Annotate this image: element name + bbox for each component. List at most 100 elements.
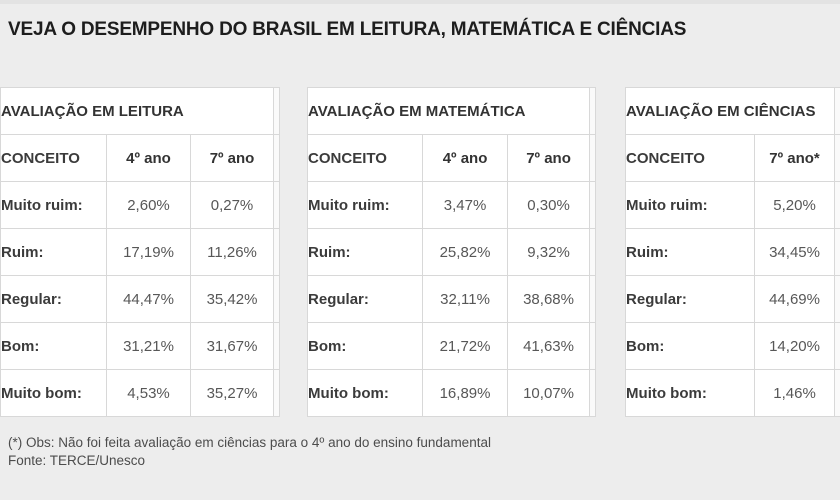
value-cell: 41,63% xyxy=(507,322,591,370)
spacer-cell xyxy=(273,134,281,182)
spacer-cell xyxy=(273,275,281,323)
concept-cell: Bom: xyxy=(307,322,424,370)
value-cell: 31,21% xyxy=(106,322,191,370)
value-cell: 17,19% xyxy=(106,228,191,276)
value-cell: 14,20% xyxy=(754,322,836,370)
table-title-matematica: AVALIAÇÃO EM MATEMÁTICA xyxy=(307,87,591,135)
spacer-cell xyxy=(589,369,597,417)
value-cell: 0,30% xyxy=(507,181,591,229)
table-row: Muito bom: 16,89% 10,07% xyxy=(307,369,597,417)
page-title: VEJA O DESEMPENHO DO BRASIL EM LEITURA, … xyxy=(8,19,687,40)
value-cell: 31,67% xyxy=(189,322,275,370)
spacer-cell xyxy=(834,369,840,417)
column-header-conceito: CONCEITO xyxy=(625,134,756,182)
concept-cell: Regular: xyxy=(307,275,424,323)
concept-cell: Muito bom: xyxy=(0,369,107,417)
value-cell: 3,47% xyxy=(422,181,509,229)
concept-cell: Bom: xyxy=(0,322,107,370)
spacer-cell xyxy=(589,87,597,135)
concept-cell: Muito ruim: xyxy=(307,181,424,229)
value-cell: 11,26% xyxy=(189,228,275,276)
value-cell: 4,53% xyxy=(106,369,191,417)
concept-cell: Muito ruim: xyxy=(0,181,107,229)
table-row: Bom: 21,72% 41,63% xyxy=(307,322,597,370)
concept-cell: Muito bom: xyxy=(307,369,424,417)
spacer-cell xyxy=(834,87,840,135)
concept-cell: Regular: xyxy=(625,275,756,323)
column-header-conceito: CONCEITO xyxy=(0,134,107,182)
table-row: Muito bom: 1,46% xyxy=(625,369,840,417)
column-header-7ano: 7º ano* xyxy=(754,134,836,182)
table-row: Regular: 44,47% 35,42% xyxy=(0,275,281,323)
table-title-leitura: AVALIAÇÃO EM LEITURA xyxy=(0,87,275,135)
value-cell: 0,27% xyxy=(189,181,275,229)
table-header-row: CONCEITO 7º ano* xyxy=(625,134,840,182)
value-cell: 5,20% xyxy=(754,181,836,229)
column-header-4ano: 4º ano xyxy=(422,134,509,182)
footnote: (*) Obs: Não foi feita avaliação em ciên… xyxy=(8,434,840,470)
spacer-cell xyxy=(273,181,281,229)
table-row: Regular: 44,69% xyxy=(625,275,840,323)
table-row: Muito bom: 4,53% 35,27% xyxy=(0,369,281,417)
spacer-cell xyxy=(834,275,840,323)
table-row: Muito ruim: 2,60% 0,27% xyxy=(0,181,281,229)
spacer-cell xyxy=(589,322,597,370)
spacer-cell xyxy=(834,228,840,276)
footnote-obs: (*) Obs: Não foi feita avaliação em ciên… xyxy=(8,435,491,450)
table-title-row: AVALIAÇÃO EM MATEMÁTICA xyxy=(307,87,597,135)
concept-cell: Ruim: xyxy=(307,228,424,276)
table-row: Muito ruim: 3,47% 0,30% xyxy=(307,181,597,229)
spacer-cell xyxy=(834,181,840,229)
value-cell: 1,46% xyxy=(754,369,836,417)
value-cell: 25,82% xyxy=(422,228,509,276)
value-cell: 9,32% xyxy=(507,228,591,276)
table-row: Ruim: 25,82% 9,32% xyxy=(307,228,597,276)
table-row: Muito ruim: 5,20% xyxy=(625,181,840,229)
footnote-source: Fonte: TERCE/Unesco xyxy=(8,453,146,468)
spacer-cell xyxy=(273,228,281,276)
value-cell: 16,89% xyxy=(422,369,509,417)
column-header-4ano: 4º ano xyxy=(106,134,191,182)
value-cell: 2,60% xyxy=(106,181,191,229)
table-row: Bom: 14,20% xyxy=(625,322,840,370)
spacer-cell xyxy=(589,181,597,229)
table-ciencias: AVALIAÇÃO EM CIÊNCIAS CONCEITO 7º ano* M… xyxy=(625,87,840,417)
tables-row: AVALIAÇÃO EM LEITURA CONCEITO 4º ano 7º … xyxy=(0,87,840,417)
spacer-cell xyxy=(589,275,597,323)
spacer-cell xyxy=(589,228,597,276)
value-cell: 35,42% xyxy=(189,275,275,323)
concept-cell: Ruim: xyxy=(625,228,756,276)
value-cell: 35,27% xyxy=(189,369,275,417)
concept-cell: Regular: xyxy=(0,275,107,323)
concept-cell: Ruim: xyxy=(0,228,107,276)
column-header-7ano: 7º ano xyxy=(507,134,591,182)
table-header-row: CONCEITO 4º ano 7º ano xyxy=(0,134,281,182)
value-cell: 38,68% xyxy=(507,275,591,323)
value-cell: 44,47% xyxy=(106,275,191,323)
table-header-row: CONCEITO 4º ano 7º ano xyxy=(307,134,597,182)
spacer-cell xyxy=(273,87,281,135)
concept-cell: Muito ruim: xyxy=(625,181,756,229)
table-matematica: AVALIAÇÃO EM MATEMÁTICA CONCEITO 4º ano … xyxy=(307,87,597,417)
value-cell: 34,45% xyxy=(754,228,836,276)
value-cell: 21,72% xyxy=(422,322,509,370)
spacer-cell xyxy=(273,369,281,417)
value-cell: 32,11% xyxy=(422,275,509,323)
table-row: Ruim: 34,45% xyxy=(625,228,840,276)
table-title-ciencias: AVALIAÇÃO EM CIÊNCIAS xyxy=(625,87,836,135)
value-cell: 10,07% xyxy=(507,369,591,417)
table-title-row: AVALIAÇÃO EM CIÊNCIAS xyxy=(625,87,840,135)
table-row: Ruim: 17,19% 11,26% xyxy=(0,228,281,276)
table-title-row: AVALIAÇÃO EM LEITURA xyxy=(0,87,281,135)
concept-cell: Bom: xyxy=(625,322,756,370)
spacer-cell xyxy=(273,322,281,370)
column-header-7ano: 7º ano xyxy=(189,134,275,182)
table-row: Bom: 31,21% 31,67% xyxy=(0,322,281,370)
spacer-cell xyxy=(834,322,840,370)
table-row: Regular: 32,11% 38,68% xyxy=(307,275,597,323)
spacer-cell xyxy=(834,134,840,182)
column-header-conceito: CONCEITO xyxy=(307,134,424,182)
spacer-cell xyxy=(589,134,597,182)
concept-cell: Muito bom: xyxy=(625,369,756,417)
value-cell: 44,69% xyxy=(754,275,836,323)
